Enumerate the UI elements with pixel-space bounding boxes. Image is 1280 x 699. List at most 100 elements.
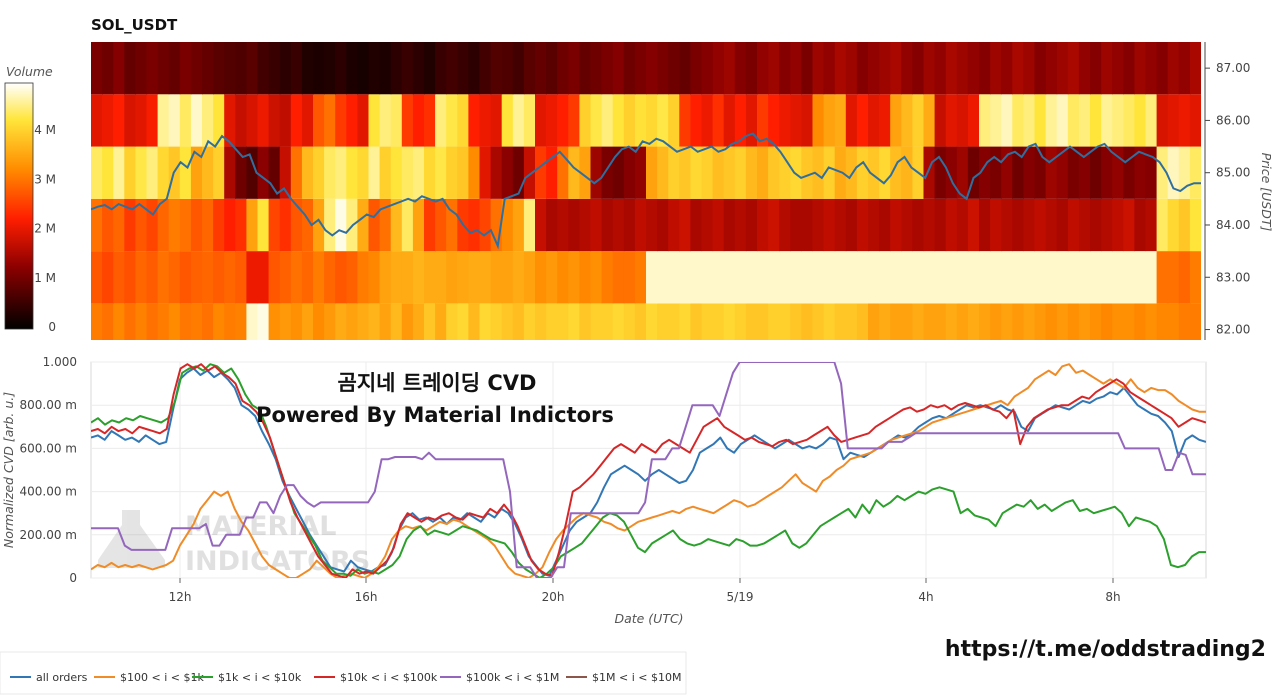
heatmap-cell — [313, 42, 325, 95]
heatmap-cell — [401, 303, 414, 340]
heatmap-cell — [213, 94, 225, 147]
heatmap-cell — [190, 303, 203, 340]
heatmap-cell — [135, 42, 148, 95]
telegram-link[interactable]: https://t.me/oddstrading2 — [945, 637, 1266, 662]
heatmap-cell — [1101, 251, 1113, 304]
heatmap-cell — [1112, 251, 1124, 304]
heatmap-cell — [1156, 146, 1169, 199]
heatmap-cell — [979, 198, 991, 252]
x-tick-label: 12h — [169, 590, 192, 604]
heatmap-cell — [1145, 146, 1158, 199]
heatmap-cell — [190, 42, 203, 95]
legend-box — [0, 651, 687, 695]
heatmap-cell — [1023, 94, 1036, 147]
colorbar-tick-label: 2 M — [34, 222, 56, 236]
heatmap-cell — [468, 198, 481, 252]
heatmap-cell — [612, 42, 625, 95]
x-axis-label: Date (UTC) — [614, 611, 683, 626]
heatmap-cell — [856, 94, 869, 147]
heatmap-cell — [224, 303, 236, 340]
heatmap-cell — [779, 94, 791, 147]
heatmap-cell — [1101, 94, 1113, 147]
price-tick-label: 85.00 — [1216, 166, 1250, 180]
heatmap-cell — [923, 146, 936, 199]
heatmap-cell — [124, 94, 136, 147]
heatmap-cell — [1001, 146, 1013, 199]
heatmap-cell — [823, 198, 836, 252]
heatmap-cell — [368, 198, 381, 252]
heatmap-cell — [845, 303, 858, 340]
heatmap-cell — [801, 251, 814, 304]
heatmap-cell — [1156, 303, 1169, 340]
heatmap-cell — [690, 146, 703, 199]
heatmap-cell — [1134, 198, 1147, 252]
heatmap-cell — [346, 146, 358, 199]
heatmap-cell — [557, 42, 569, 95]
heatmap-cell — [801, 198, 814, 252]
colorbar-tick-label: 4 M — [34, 123, 56, 137]
heatmap-cell — [1123, 303, 1135, 340]
heatmap-cell — [557, 146, 569, 199]
heatmap-cell — [657, 42, 669, 95]
heatmap-cell — [779, 303, 791, 340]
heatmap-cell — [479, 198, 492, 252]
heatmap-cell — [246, 42, 259, 95]
heatmap-cell — [634, 303, 647, 340]
heatmap-cell — [301, 251, 314, 304]
heatmap-cell — [379, 251, 392, 304]
heatmap-cell — [568, 198, 580, 252]
heatmap-cell — [490, 303, 503, 340]
heatmap-cell — [1178, 251, 1191, 304]
heatmap-cell — [1034, 251, 1047, 304]
heatmap-cell — [568, 94, 580, 147]
heatmap-cell — [890, 42, 902, 95]
heatmap-cell — [179, 94, 192, 147]
heatmap-cell — [679, 94, 691, 147]
heatmap-cell — [1178, 42, 1191, 95]
heatmap-cell — [1101, 198, 1113, 252]
heatmap-cell — [412, 251, 425, 304]
colorbar-tick-label: 0 — [48, 320, 56, 334]
heatmap-cell — [590, 251, 603, 304]
heatmap-cell — [1167, 146, 1180, 199]
heatmap-cell — [213, 303, 225, 340]
heatmap-cell — [568, 42, 580, 95]
heatmap-cell — [612, 303, 625, 340]
heatmap-cell — [646, 146, 658, 199]
heatmap-cell — [757, 146, 769, 199]
heatmap-cell — [768, 251, 780, 304]
heatmap-cell — [135, 303, 148, 340]
heatmap-cell — [623, 251, 636, 304]
heatmap-cell — [668, 146, 680, 199]
heatmap-cell — [379, 146, 392, 199]
heatmap-cell — [701, 198, 714, 252]
heatmap-cell — [1134, 146, 1147, 199]
heatmap-cell — [1045, 42, 1058, 95]
heatmap-cell — [313, 251, 325, 304]
heatmap-cell — [823, 94, 836, 147]
heatmap-cell — [768, 94, 780, 147]
heatmap-cell — [424, 42, 436, 95]
heatmap-cell — [235, 146, 247, 199]
heatmap-cell — [546, 251, 558, 304]
heatmap-cell — [268, 303, 281, 340]
heatmap-cell — [657, 303, 669, 340]
heatmap-cell — [301, 146, 314, 199]
heatmap-cell — [523, 42, 536, 95]
heatmap-cell — [879, 94, 891, 147]
heatmap-cell — [102, 94, 114, 147]
y-axis-ticks: 0 200.00 m 400.00 m 600.00 m 800.00 m 1.000 — [20, 355, 78, 585]
heatmap-cell — [646, 198, 658, 252]
heatmap-cell — [945, 146, 958, 199]
heatmap-cell — [1067, 94, 1080, 147]
heatmap-cell — [268, 42, 281, 95]
heatmap-cell — [268, 94, 281, 147]
heatmap-cell — [446, 251, 458, 304]
heatmap-cell — [1078, 198, 1091, 252]
heatmap-cell — [801, 146, 814, 199]
heatmap-cell — [1056, 303, 1069, 340]
heatmap-cell — [1123, 94, 1135, 147]
heatmap-cell — [879, 146, 891, 199]
heatmap-cell — [623, 146, 636, 199]
heatmap-cell — [1101, 42, 1113, 95]
